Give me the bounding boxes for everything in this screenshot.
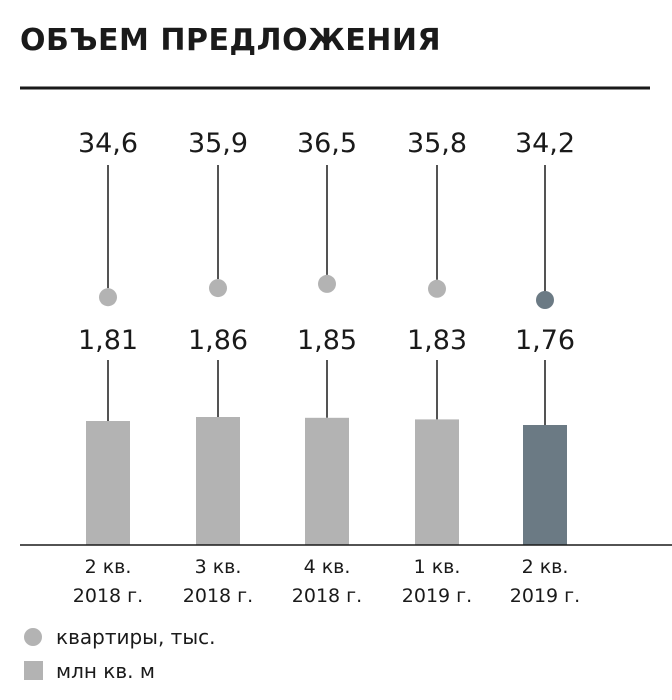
area-value-label: 1,85 [297, 325, 357, 356]
x-tick-label-quarter: 4 кв. [304, 556, 351, 578]
apartments-value-label: 34,2 [515, 128, 575, 159]
legend-apartments-label: квартиры, тыс. [56, 625, 215, 649]
legend-dot-swatch [24, 628, 42, 646]
apartments-value-label: 34,6 [78, 128, 138, 159]
apartments-dot [428, 279, 446, 298]
apartments-dot [209, 279, 227, 298]
area-value-label: 1,81 [78, 325, 138, 356]
legend-bar-swatch [24, 661, 43, 680]
apartments-value-label: 35,8 [407, 128, 467, 159]
area-bar [305, 417, 349, 545]
x-tick-label-quarter: 2 кв. [85, 556, 132, 578]
apartments-value-label: 35,9 [188, 128, 248, 159]
x-axis-ticks: 2 кв. 2018 г. 3 кв. 2018 г. 4 кв. 2018 г. 1 кв… [73, 556, 580, 607]
x-tick-label-year: 2019 г. [510, 585, 580, 607]
apartments-series: 34,6 35,9 36,5 35,8 34,2 [78, 128, 575, 309]
area-bar [86, 421, 130, 545]
x-tick-label-quarter: 2 кв. [522, 556, 569, 578]
chart-title: ОБЪЕМ ПРЕДЛОЖЕНИЯ [20, 23, 441, 58]
x-tick-label-year: 2018 г. [292, 585, 362, 607]
x-tick-label-year: 2018 г. [183, 585, 253, 607]
apartments-dot [536, 291, 554, 309]
legend-area-label: млн кв. м [56, 659, 155, 683]
apartments-dot [99, 288, 117, 307]
apartments-dot [318, 274, 336, 293]
area-value-label: 1,86 [188, 325, 248, 356]
area-bar [523, 425, 567, 545]
legend: квартиры, тыс. млн кв. м [24, 625, 215, 683]
x-tick-label-year: 2018 г. [73, 585, 143, 607]
area-value-label: 1,83 [407, 325, 467, 356]
x-tick-label-quarter: 3 кв. [195, 556, 242, 578]
area-series: 1,81 1,86 1,85 1,83 1,76 [78, 325, 575, 545]
apartments-value-label: 36,5 [297, 128, 357, 159]
x-tick-label-year: 2019 г. [402, 585, 472, 607]
area-value-label: 1,76 [515, 325, 575, 356]
area-bar [196, 417, 240, 545]
x-tick-label-quarter: 1 кв. [414, 556, 461, 578]
area-bar [415, 419, 459, 545]
